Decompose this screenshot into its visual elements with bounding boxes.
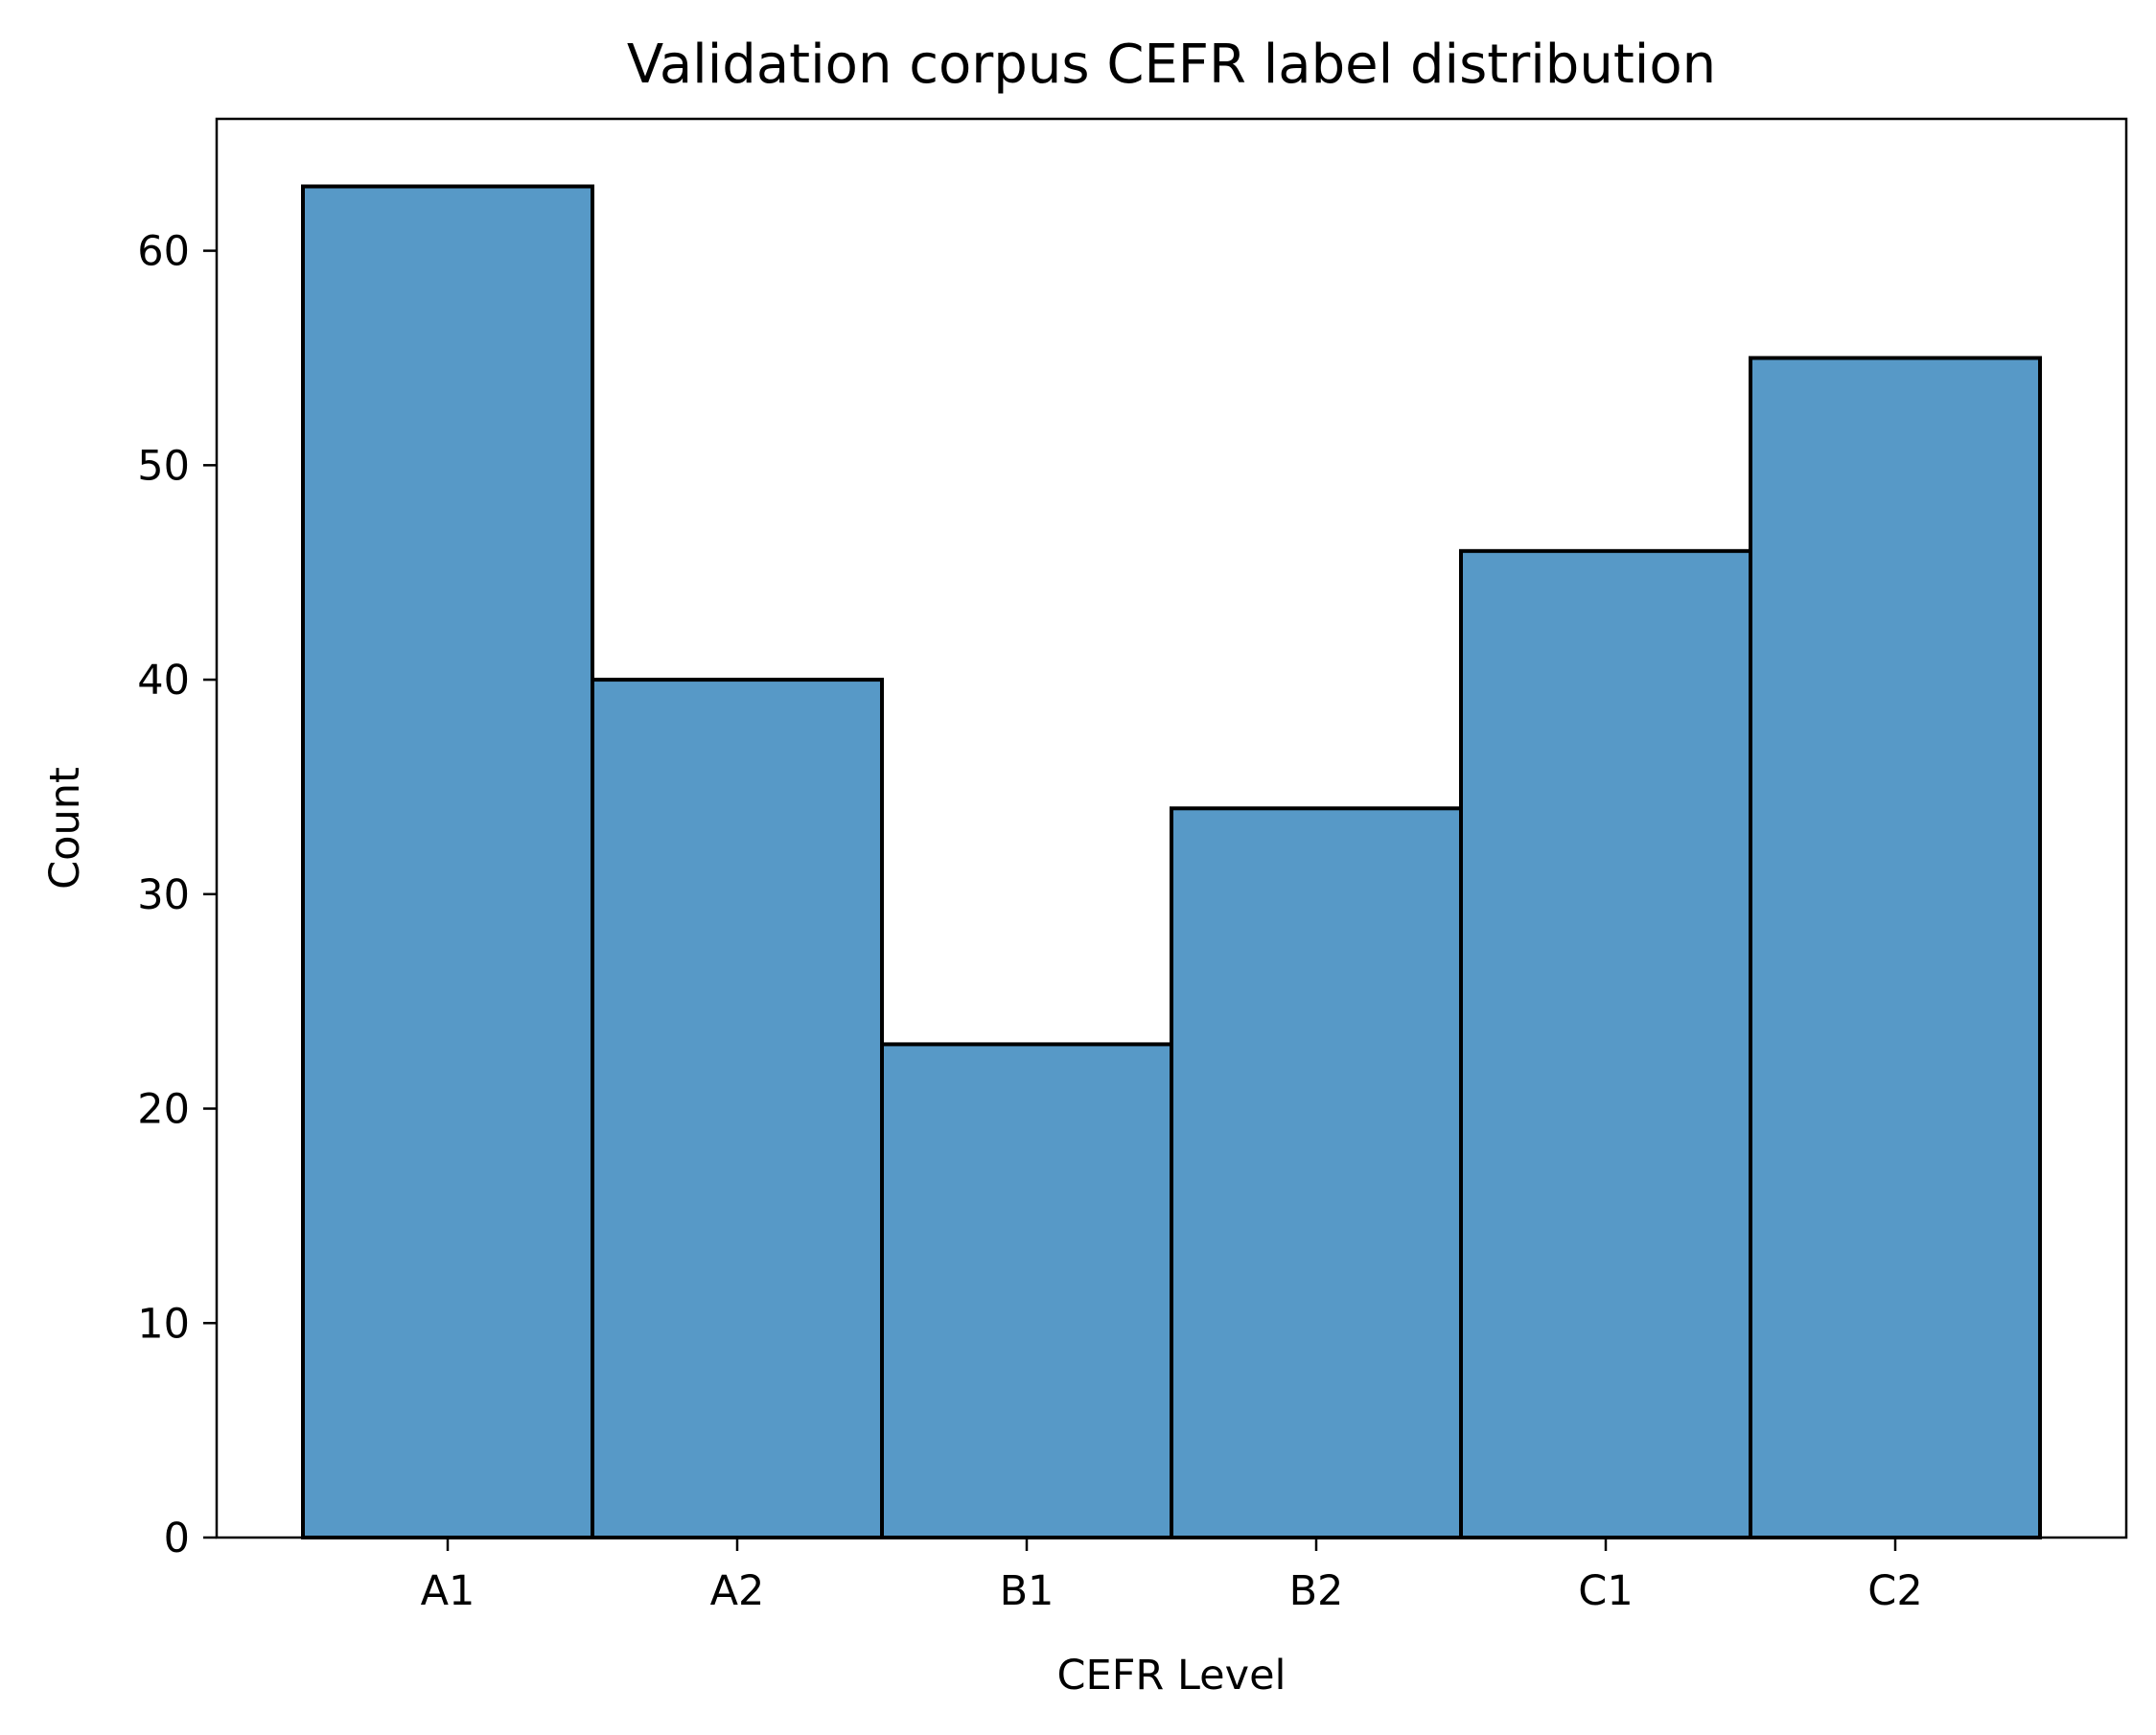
bar-b2 (1170, 806, 1463, 1539)
x-tick-label: B2 (1289, 1567, 1344, 1615)
y-tick-label: 0 (164, 1515, 190, 1562)
x-axis-label: CEFR Level (1057, 1652, 1287, 1700)
bar-c1 (1459, 548, 1752, 1540)
y-tick-label: 40 (137, 657, 190, 705)
bar-b1 (880, 1042, 1173, 1540)
y-tick-label: 20 (137, 1086, 190, 1134)
bar-a1 (301, 184, 594, 1539)
x-tick-label: B1 (1000, 1567, 1055, 1615)
bar-a2 (591, 678, 884, 1539)
bar-c2 (1749, 356, 2042, 1539)
x-tick-label: A1 (421, 1567, 475, 1615)
y-tick-label: 60 (137, 228, 190, 276)
x-tick-label: C2 (1867, 1567, 1922, 1615)
x-axis-ticks: A1 A2 B1 B2 C1 C2 (421, 1538, 1923, 1615)
y-tick-label: 50 (137, 442, 190, 490)
y-axis-label: Count (41, 767, 89, 890)
axes-frame (215, 117, 2128, 1539)
x-tick-label: A2 (710, 1567, 765, 1615)
x-tick-label: C1 (1578, 1567, 1633, 1615)
y-axis-ticks: 0 10 20 30 40 50 60 (137, 228, 217, 1562)
chart-title: Validation corpus CEFR label distributio… (627, 34, 1716, 96)
y-tick-label: 10 (137, 1300, 190, 1348)
y-tick-label: 30 (137, 871, 190, 919)
bar-group (301, 184, 2042, 1540)
